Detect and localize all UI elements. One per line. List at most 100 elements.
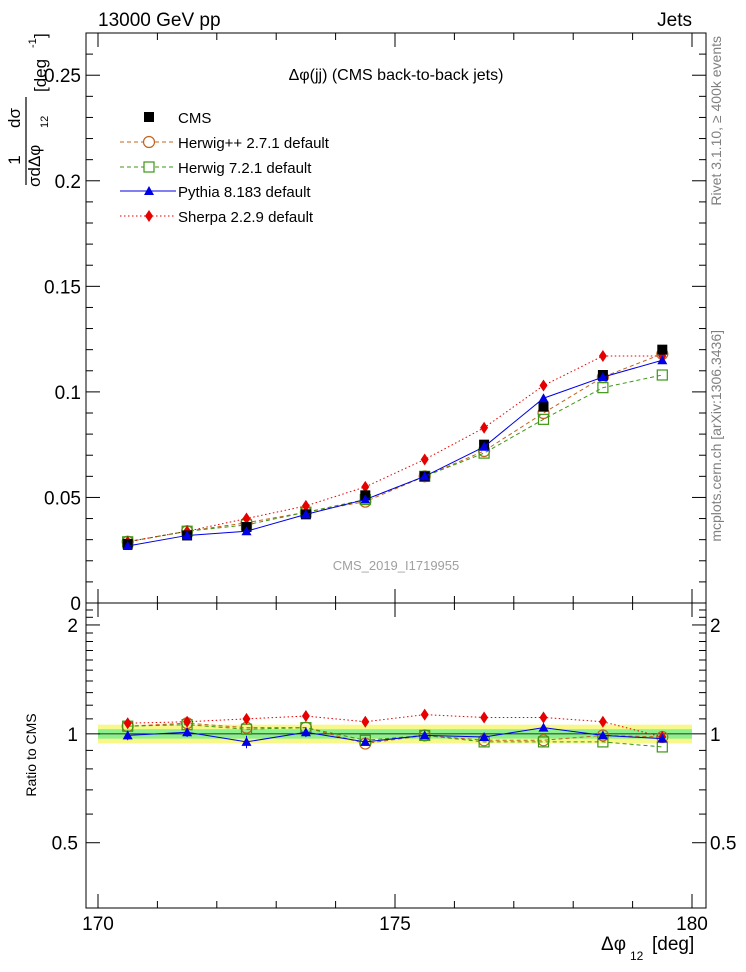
main-point-pythia: [122, 541, 133, 550]
ratio-point-sherpa: [123, 717, 132, 730]
main-point-pythia: [360, 494, 371, 504]
main-point-pythia: [479, 441, 490, 451]
x-label-symbol: Δφ: [601, 934, 626, 955]
ratio-point-herwig7: [537, 736, 550, 748]
ratio-point-pythia: [122, 730, 133, 740]
ratio-point-pythia: [419, 730, 430, 740]
ratio-point-pythia: [300, 727, 311, 737]
ratio-plot: 170 175 180 0.5 0.5 1 1 2 2: [52, 602, 736, 935]
main-point-pythia: [182, 530, 193, 540]
main-point-sherpa: [420, 453, 429, 466]
main-line-pythia: [127, 359, 663, 547]
main-point-herwig7: [537, 413, 550, 425]
legend-label-sherpa: Sherpa 2.2.9 default: [178, 209, 314, 226]
ratio-line-herwigpp: [127, 722, 663, 745]
x-axis-label: Δφ 12 [deg]: [601, 934, 694, 963]
main-point-sherpa: [361, 480, 370, 493]
legend-entry-herwig7: Herwig 7.2.1 default: [120, 160, 312, 177]
ratio-y-tick-label-right: 2: [710, 616, 721, 637]
y-label-numerator: 1: [5, 155, 24, 164]
x-label-unit: [deg]: [652, 934, 694, 955]
main-point-sherpa: [301, 499, 310, 512]
legend-label-pythia: Pythia 8.183 default: [178, 184, 311, 201]
y-label-unit: [deg: [31, 59, 50, 92]
legend-entry-herwigpp: Herwig++ 2.7.1 default: [120, 135, 330, 152]
main-point-pythia: [597, 372, 608, 382]
ratio-plot-frame: [85, 602, 707, 909]
legend-entry-cms: CMS: [144, 110, 211, 127]
ratio-point-sherpa: [242, 712, 251, 725]
y-label-denominator: σdΔφ: [25, 145, 44, 187]
header-right: Jets: [657, 10, 692, 31]
legend-marker-pythia: [144, 186, 154, 195]
y-tick-label: 0.25: [44, 66, 81, 87]
rivet-label: Rivet 3.1.10, ≥ 400k events: [708, 36, 724, 206]
ratio-point-sherpa: [480, 711, 489, 724]
ratio-point-sherpa: [598, 715, 607, 728]
ratio-y-tick-label: 0.5: [52, 834, 78, 855]
ratio-line-sherpa: [127, 714, 663, 738]
main-point-pythia: [419, 471, 430, 481]
ratio-point-pythia: [360, 736, 371, 746]
ratio-line-herwig7: [127, 724, 663, 748]
x-tick-label: 170: [82, 914, 114, 935]
ratio-point-sherpa: [539, 711, 548, 724]
legend-marker-herwig7: [143, 161, 155, 173]
legend-entry-sherpa: Sherpa 2.2.9 default: [120, 209, 314, 226]
legend: CMS Herwig++ 2.7.1 default Herwig 7.2.1 …: [120, 110, 330, 226]
ratio-point-sherpa: [420, 708, 429, 721]
y-label-denominator-sub: 12: [39, 116, 51, 128]
main-point-herwig7: [656, 369, 668, 381]
legend-label-herwig7: Herwig 7.2.1 default: [178, 160, 312, 177]
y-label-unit-sup: -1: [27, 38, 39, 48]
main-point-herwig7: [597, 382, 609, 394]
ratio-point-pythia: [241, 736, 252, 746]
y-tick-label: 0.15: [44, 277, 81, 298]
ratio-point-pythia: [657, 733, 668, 743]
ratio-point-pythia: [597, 730, 608, 740]
ratio-y-tick-label: 2: [67, 616, 78, 637]
main-point-sherpa: [242, 512, 251, 525]
ratio-y-label: Ratio to CMS: [23, 713, 39, 796]
legend-marker-herwigpp: [142, 135, 156, 149]
main-line-herwigpp: [127, 353, 663, 543]
y-tick-label: 0.2: [55, 172, 81, 193]
legend-marker-cms: [144, 112, 154, 122]
main-point-cms: [538, 401, 549, 412]
main-plot: 0 0.05 0.1 0.15 0.2 0.25: [44, 32, 707, 615]
main-point-sherpa: [539, 379, 548, 392]
ratio-y-tick-label-right: 1: [710, 725, 721, 746]
ratio-y-tick-label-right: 0.5: [710, 834, 736, 855]
legend-label-cms: CMS: [178, 110, 211, 127]
ratio-point-sherpa: [183, 715, 192, 728]
main-line-sherpa: [127, 355, 663, 543]
main-point-sherpa: [598, 350, 607, 362]
y-label-unit-close: ]: [31, 33, 50, 38]
ratio-point-pythia: [182, 727, 193, 737]
ratio-point-sherpa: [301, 710, 310, 723]
main-point-cms: [657, 344, 668, 355]
main-line-herwig7: [127, 374, 663, 543]
watermark: CMS_2019_I1719955: [333, 558, 460, 573]
y-tick-label: 0.1: [55, 383, 81, 404]
y-label-numerator-dsigma: dσ: [5, 108, 24, 128]
ratio-y-tick-label: 1: [67, 725, 78, 746]
y-tick-label: 0.05: [44, 488, 81, 509]
x-tick-label: 180: [676, 914, 708, 935]
legend-label-herwigpp: Herwig++ 2.7.1 default: [178, 135, 330, 152]
header-left: 13000 GeV pp: [98, 10, 221, 31]
ratio-point-pythia: [479, 732, 490, 742]
legend-marker-sherpa: [145, 210, 153, 222]
x-tick-label: 175: [379, 914, 411, 935]
main-point-sherpa: [480, 421, 489, 434]
main-point-pythia: [241, 526, 252, 536]
x-label-sub: 12: [630, 949, 644, 963]
ratio-line-pythia: [127, 727, 663, 743]
plot-title: Δφ(jj) (CMS back-to-back jets): [289, 67, 504, 84]
mcplots-label: mcplots.cern.ch [arXiv:1306.3436]: [708, 330, 724, 542]
legend-entry-pythia: Pythia 8.183 default: [120, 184, 311, 201]
ratio-point-pythia: [538, 722, 549, 732]
y-axis-label: 1 dσ σdΔφ 12 [deg -1 ]: [5, 33, 51, 187]
main-point-pythia: [657, 355, 668, 365]
